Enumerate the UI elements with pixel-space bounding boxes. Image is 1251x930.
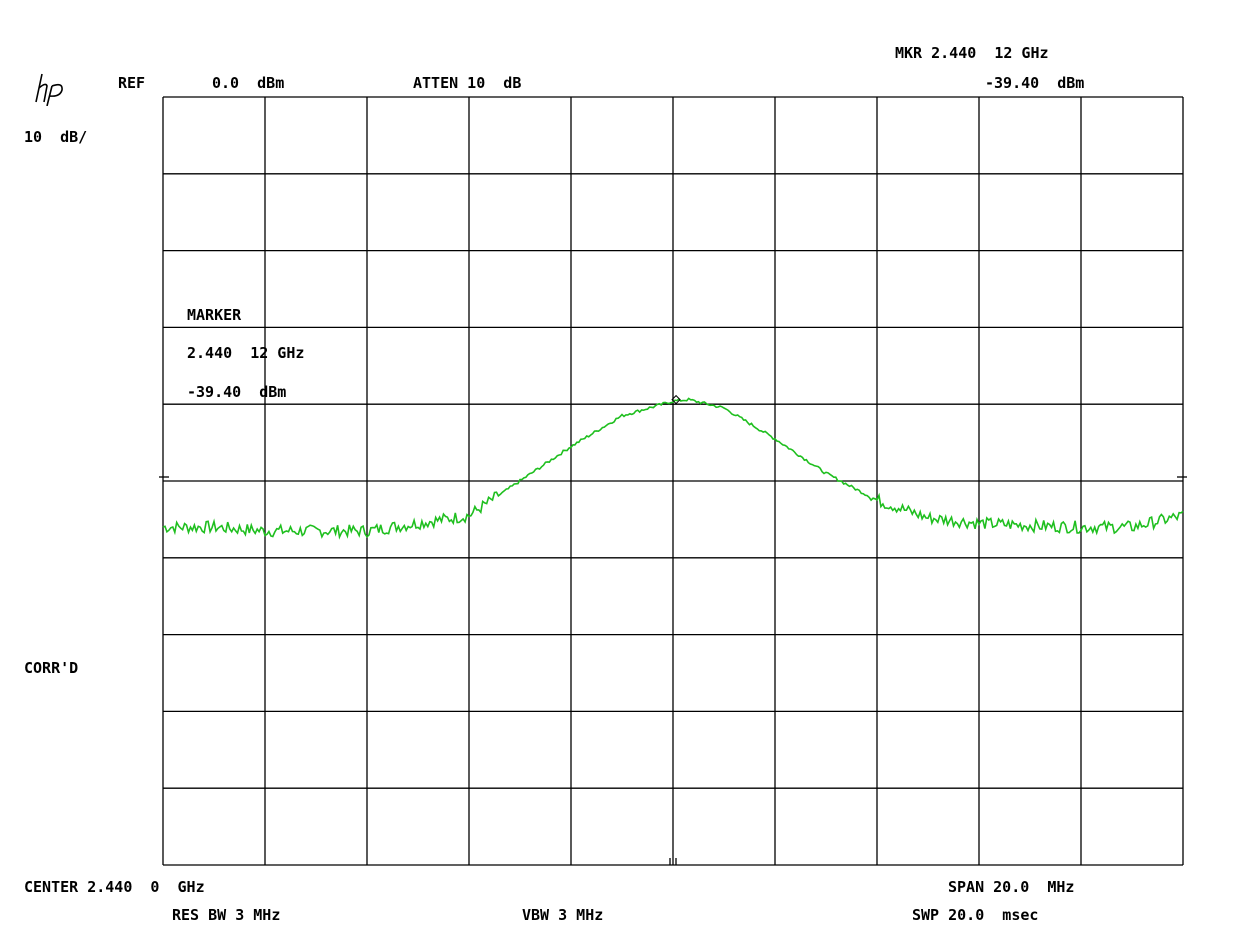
- marker-level-readout: -39.40 dBm: [985, 74, 1085, 92]
- marker-diamond: [671, 394, 681, 405]
- marker-frequency-readout: MKR 2.440 12 GHz: [895, 44, 1049, 62]
- hp-logo: [35, 73, 63, 106]
- sweep-time: SWP 20.0 msec: [912, 906, 1039, 924]
- trace-line: [162, 397, 1184, 540]
- ref-label: REF: [118, 74, 146, 92]
- scale-per-division: 10 dB/: [24, 128, 88, 146]
- graticule: [159, 96, 1187, 866]
- ref-value: 0.0 dBm: [212, 74, 285, 92]
- marker-box-level: -39.40 dBm: [187, 383, 287, 401]
- resolution-bandwidth: RES BW 3 MHz: [172, 906, 281, 924]
- video-bandwidth: VBW 3 MHz: [522, 906, 604, 924]
- center-frequency: CENTER 2.440 0 GHz: [24, 878, 205, 896]
- attenuation: ATTEN 10 dB: [413, 74, 522, 92]
- frequency-span: SPAN 20.0 MHz: [948, 878, 1075, 896]
- corrected-indicator: CORR'D: [24, 659, 79, 677]
- marker-box-title: MARKER: [187, 306, 242, 324]
- marker-box-frequency: 2.440 12 GHz: [187, 344, 305, 362]
- marker-symbol: [671, 394, 681, 405]
